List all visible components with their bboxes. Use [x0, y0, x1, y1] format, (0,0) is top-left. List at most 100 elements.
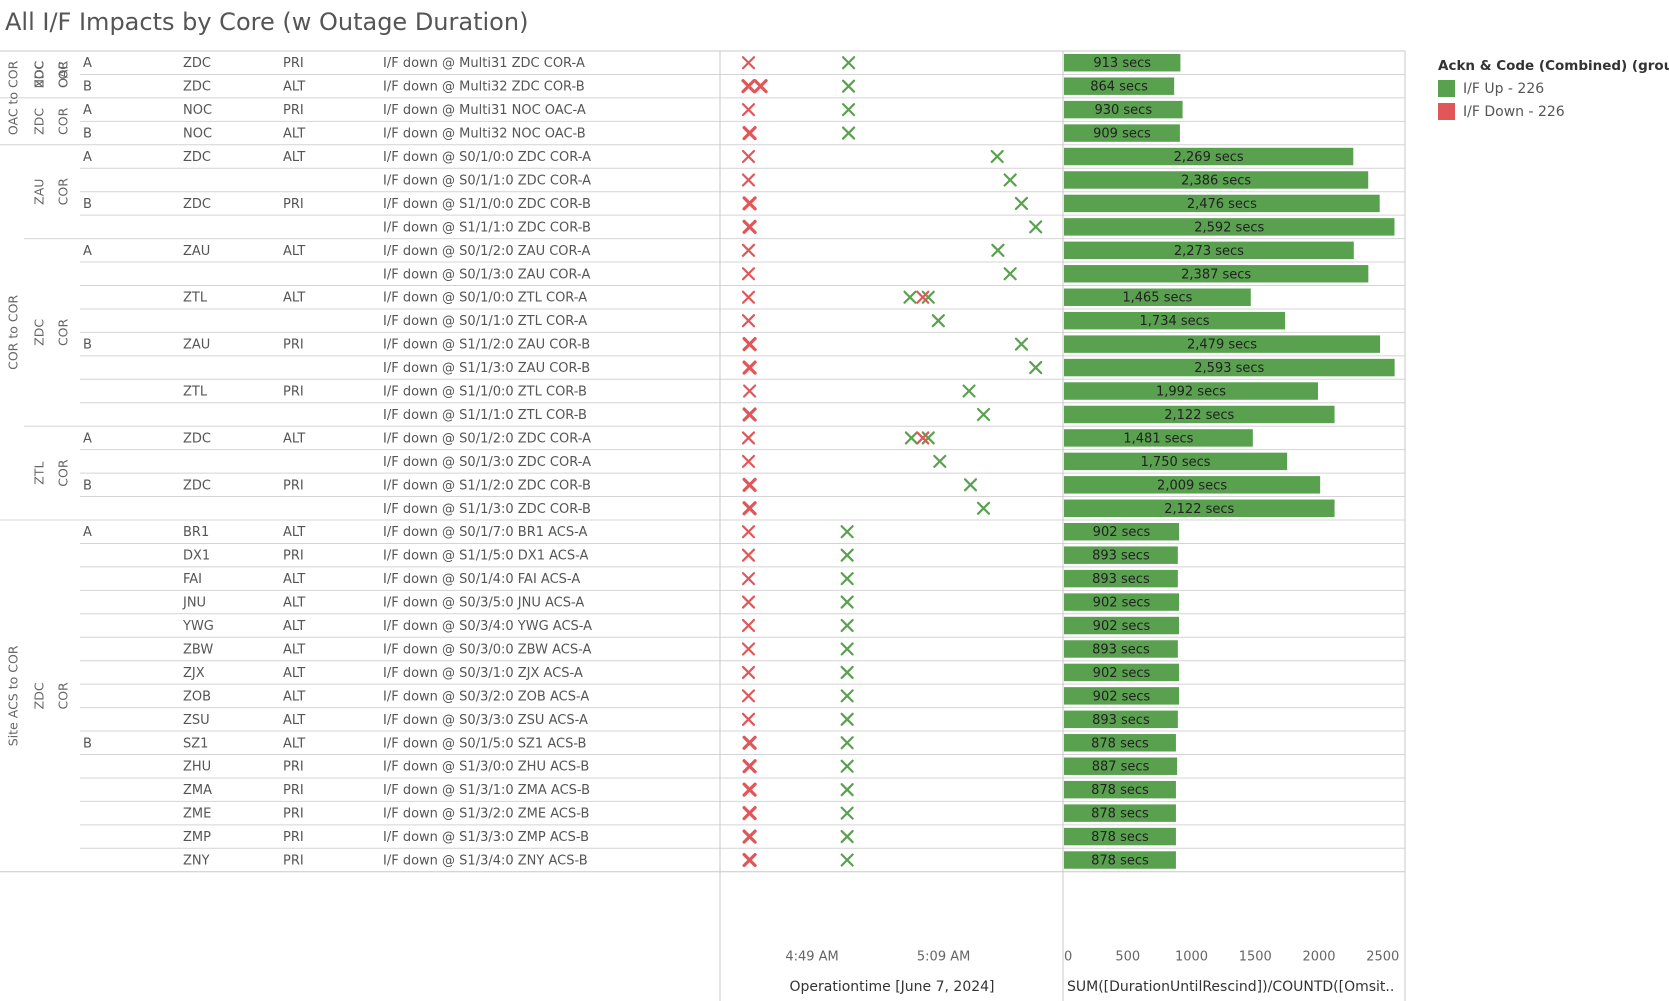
- duration-label: 1,465 secs: [1122, 291, 1192, 306]
- subgroup-label: COR: [56, 318, 71, 346]
- description-cell: I/F down @ S1/1/3:0 ZAU COR-B: [383, 361, 590, 376]
- peer-cell: ZDC: [183, 431, 211, 446]
- down-marker: [753, 79, 768, 94]
- up-marker: [990, 149, 1004, 164]
- duration-bar: [1064, 757, 1178, 775]
- duration-label: 878 secs: [1091, 783, 1149, 798]
- duration-label: 2,386 secs: [1181, 173, 1251, 188]
- duration-bar: [1064, 77, 1175, 95]
- duration-label: 902 secs: [1093, 525, 1151, 540]
- duration-bar: [1064, 405, 1335, 424]
- peer-cell: ZDC: [183, 56, 211, 71]
- duration-bar: [1064, 382, 1318, 400]
- chart-title: All I/F Impacts by Core (w Outage Durati…: [5, 8, 529, 36]
- description-cell: I/F down @ S1/3/0:0 ZHU ACS-B: [383, 760, 589, 775]
- down-marker: [741, 525, 756, 539]
- role-cell: ALT: [283, 666, 305, 681]
- description-cell: I/F down @ S1/3/2:0 ZME ACS-B: [383, 807, 589, 822]
- up-marker: [840, 548, 854, 562]
- duration-bar: [1064, 358, 1395, 377]
- side-cell: A: [83, 525, 92, 540]
- up-marker: [903, 290, 917, 304]
- up-marker: [1014, 337, 1029, 351]
- duration-bar: [1064, 593, 1180, 611]
- role-cell: ALT: [283, 689, 305, 704]
- duration-label: 1,992 secs: [1156, 385, 1226, 400]
- duration-label: 2,593 secs: [1194, 361, 1264, 376]
- role-cell: ALT: [283, 80, 305, 95]
- peer-cell: ZMP: [183, 830, 211, 845]
- duration-label: 2,479 secs: [1187, 338, 1257, 353]
- duration-label: 902 secs: [1093, 666, 1151, 681]
- peer-cell: ZJX: [183, 666, 205, 681]
- duration-bar: [1064, 710, 1178, 729]
- duration-axis-title: SUM([DurationUntilRescind])/COUNTD([Omsi…: [1067, 979, 1394, 995]
- subgroup-label: COR: [56, 682, 71, 710]
- down-marker: [741, 267, 756, 281]
- description-cell: I/F down @ S0/1/0:0 ZDC COR-A: [383, 150, 591, 165]
- duration-bar: [1064, 687, 1180, 705]
- role-cell: PRI: [283, 760, 304, 775]
- side-cell: B: [83, 197, 92, 212]
- description-cell: I/F down @ Multi31 NOC OAC-A: [383, 103, 586, 118]
- group-label: Site ACS to COR: [6, 645, 21, 746]
- duration-tick-label: 2000: [1302, 950, 1335, 965]
- legend-title: Ackn & Code (Combined) (group): [1438, 58, 1669, 74]
- duration-label: 893 secs: [1092, 572, 1150, 587]
- up-marker: [963, 478, 978, 492]
- up-marker: [991, 243, 1005, 257]
- down-marker: [742, 806, 757, 821]
- subgroup-label: OAC: [56, 61, 71, 88]
- description-cell: I/F down @ Multi32 NOC OAC-B: [383, 127, 586, 142]
- duration-bar: [1064, 780, 1176, 799]
- peer-cell: ZTL: [183, 385, 208, 400]
- role-cell: PRI: [283, 338, 304, 353]
- down-marker: [742, 196, 757, 211]
- group-label: COR to COR: [6, 295, 21, 370]
- up-marker: [840, 712, 854, 726]
- duration-label: 2,269 secs: [1174, 150, 1244, 165]
- role-cell: PRI: [283, 549, 304, 564]
- up-marker: [1003, 173, 1017, 187]
- down-marker: [742, 852, 757, 868]
- duration-bar: [1064, 616, 1180, 635]
- role-cell: ALT: [283, 713, 305, 728]
- description-cell: I/F down @ S0/1/4:0 FAI ACS-A: [383, 572, 580, 587]
- duration-label: 864 secs: [1090, 80, 1148, 95]
- duration-bar: [1064, 499, 1335, 517]
- up-marker: [840, 853, 854, 867]
- up-marker: [840, 595, 854, 609]
- peer-cell: ZNY: [183, 854, 210, 869]
- description-cell: I/F down @ S1/1/2:0 ZDC COR-B: [383, 478, 591, 493]
- duration-bar: [1064, 171, 1369, 189]
- duration-label: 909 secs: [1093, 127, 1151, 142]
- duration-label: 930 secs: [1094, 103, 1152, 118]
- duration-bar: [1064, 640, 1178, 658]
- down-marker: [741, 572, 756, 586]
- peer-cell: SZ1: [183, 736, 208, 751]
- down-marker: [741, 314, 756, 328]
- description-cell: I/F down @ S1/1/1:0 ZDC COR-B: [383, 220, 591, 235]
- duration-bar: [1064, 265, 1369, 283]
- role-cell: PRI: [283, 197, 304, 212]
- description-cell: I/F down @ S1/3/1:0 ZMA ACS-B: [383, 783, 590, 798]
- side-cell: B: [83, 80, 92, 95]
- time-axis-title: Operationtime [June 7, 2024]: [789, 979, 994, 995]
- legend-item-down[interactable]: I/F Down - 226: [1438, 103, 1669, 120]
- description-cell: I/F down @ S0/1/3:0 ZAU COR-A: [383, 267, 590, 282]
- duration-tick-label: 2500: [1366, 950, 1399, 965]
- up-marker: [841, 103, 856, 117]
- down-marker: [741, 548, 756, 562]
- duration-tick-label: 0: [1064, 950, 1072, 965]
- up-marker: [841, 126, 856, 140]
- down-marker: [742, 360, 757, 375]
- down-marker: [742, 125, 757, 141]
- down-marker: [742, 384, 757, 398]
- description-cell: I/F down @ S1/1/0:0 ZTL COR-B: [383, 385, 587, 400]
- duration-label: 2,476 secs: [1187, 197, 1257, 212]
- legend-item-up[interactable]: I/F Up - 226: [1438, 80, 1669, 97]
- legend-label-down: I/F Down - 226: [1463, 103, 1565, 120]
- up-marker: [931, 314, 945, 328]
